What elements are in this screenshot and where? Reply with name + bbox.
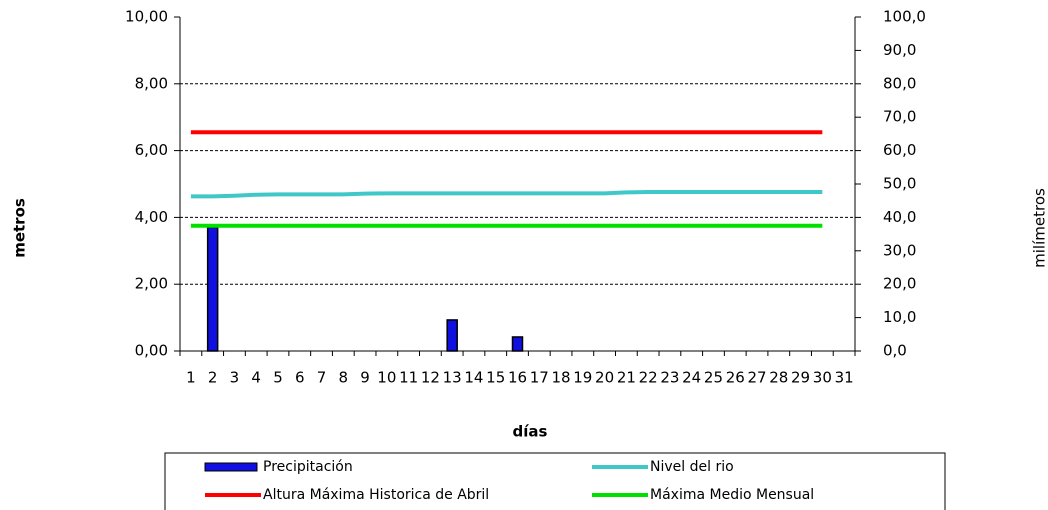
x-tick-label: 27 (747, 369, 766, 387)
x-tick-label: 29 (791, 369, 810, 387)
x-tick-label: 11 (399, 369, 418, 387)
y2-tick-label: 0,0 (883, 342, 907, 360)
y-tick-label: 4,00 (135, 208, 168, 226)
x-tick-label: 13 (443, 369, 462, 387)
y2-tick-label: 40,0 (883, 208, 916, 226)
x-tick-label: 22 (639, 369, 658, 387)
bar (511, 336, 524, 352)
x-tick-label: 28 (769, 369, 788, 387)
y2-tick-label: 100,0 (883, 8, 926, 26)
x-tick-label: 9 (360, 369, 370, 387)
y-tick-label: 6,00 (135, 141, 168, 159)
y2-axis-title: milímetros (1031, 188, 1048, 268)
y2-tick-label: 90,0 (883, 41, 916, 59)
legend-label: Nivel del rio (650, 459, 734, 475)
x-tick-label: 19 (573, 369, 592, 387)
x-tick-label: 5 (273, 369, 283, 387)
x-tick-label: 25 (704, 369, 723, 387)
y2-tick-label: 50,0 (883, 175, 916, 193)
x-tick-label: 23 (660, 369, 679, 387)
x-tick-label: 21 (617, 369, 636, 387)
x-tick-label: 6 (295, 369, 305, 387)
x-tick-label: 30 (813, 369, 832, 387)
x-tick-label: 20 (595, 369, 614, 387)
x-tick-label: 26 (726, 369, 745, 387)
y2-tick-label: 60,0 (883, 141, 916, 159)
x-tick-label: 8 (339, 369, 349, 387)
x-tick-label: 17 (530, 369, 549, 387)
line (190, 190, 823, 199)
legend-label: Precipitación (263, 459, 353, 475)
x-tick-label: 31 (835, 369, 854, 387)
y-tick-label: 2,00 (135, 275, 168, 293)
x-tick-label: 24 (682, 369, 701, 387)
legend-label: Máxima Medio Mensual (650, 487, 814, 503)
x-tick-label: 3 (230, 369, 240, 387)
bar (446, 319, 458, 352)
y2-tick-label: 30,0 (883, 241, 916, 259)
x-tick-label: 10 (377, 369, 396, 387)
legend-box (164, 452, 946, 510)
x-tick-label: 16 (508, 369, 527, 387)
y-tick-label: 8,00 (135, 74, 168, 92)
x-tick-label: 7 (317, 369, 327, 387)
legend-label: Altura Máxima Historica de Abril (263, 487, 489, 503)
y-tick-label: 10,00 (125, 8, 168, 26)
bar (206, 226, 219, 352)
x-axis-title: días (513, 423, 548, 441)
x-tick-label: 2 (208, 369, 218, 387)
x-tick-label: 12 (421, 369, 440, 387)
y-axis-title: metros (11, 198, 29, 258)
y2-tick-label: 20,0 (883, 275, 916, 293)
x-tick-label: 18 (552, 369, 571, 387)
y2-tick-label: 80,0 (883, 74, 916, 92)
x-tick-label: 14 (464, 369, 483, 387)
x-tick-label: 1 (186, 369, 196, 387)
x-tick-label: 4 (251, 369, 261, 387)
legend-swatch (204, 462, 258, 472)
y2-tick-label: 10,0 (883, 308, 916, 326)
y2-tick-label: 70,0 (883, 108, 916, 126)
y-tick-label: 0,00 (135, 342, 168, 360)
x-tick-label: 15 (486, 369, 505, 387)
